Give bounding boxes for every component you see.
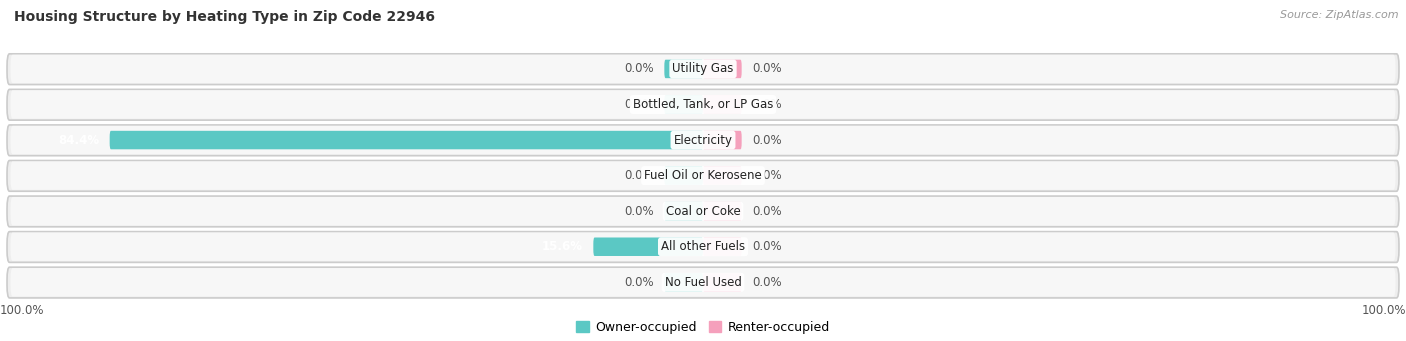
FancyBboxPatch shape (593, 237, 703, 256)
FancyBboxPatch shape (665, 166, 703, 185)
Text: 0.0%: 0.0% (624, 169, 654, 182)
Text: 0.0%: 0.0% (624, 276, 654, 289)
FancyBboxPatch shape (7, 89, 1399, 120)
Text: Source: ZipAtlas.com: Source: ZipAtlas.com (1281, 10, 1399, 20)
Text: No Fuel Used: No Fuel Used (665, 276, 741, 289)
Text: 0.0%: 0.0% (752, 276, 782, 289)
Text: Utility Gas: Utility Gas (672, 62, 734, 75)
Text: Housing Structure by Heating Type in Zip Code 22946: Housing Structure by Heating Type in Zip… (14, 10, 434, 24)
Text: All other Fuels: All other Fuels (661, 240, 745, 253)
FancyBboxPatch shape (10, 268, 1395, 297)
Text: Fuel Oil or Kerosene: Fuel Oil or Kerosene (644, 169, 762, 182)
FancyBboxPatch shape (703, 60, 742, 78)
FancyBboxPatch shape (10, 161, 1395, 190)
FancyBboxPatch shape (10, 197, 1395, 225)
FancyBboxPatch shape (10, 90, 1395, 119)
FancyBboxPatch shape (10, 233, 1395, 261)
Text: 0.0%: 0.0% (752, 169, 782, 182)
Text: Bottled, Tank, or LP Gas: Bottled, Tank, or LP Gas (633, 98, 773, 111)
FancyBboxPatch shape (7, 196, 1399, 227)
FancyBboxPatch shape (665, 273, 703, 292)
Text: 100.0%: 100.0% (1361, 303, 1406, 317)
Text: 0.0%: 0.0% (624, 205, 654, 218)
Text: Electricity: Electricity (673, 134, 733, 147)
FancyBboxPatch shape (703, 166, 742, 185)
FancyBboxPatch shape (10, 55, 1395, 83)
Text: 0.0%: 0.0% (752, 98, 782, 111)
FancyBboxPatch shape (7, 161, 1399, 191)
FancyBboxPatch shape (10, 126, 1395, 154)
FancyBboxPatch shape (7, 267, 1399, 298)
Text: 0.0%: 0.0% (624, 98, 654, 111)
Text: 15.6%: 15.6% (541, 240, 583, 253)
FancyBboxPatch shape (7, 54, 1399, 85)
FancyBboxPatch shape (703, 237, 742, 256)
FancyBboxPatch shape (665, 95, 703, 114)
FancyBboxPatch shape (110, 131, 703, 149)
Text: 0.0%: 0.0% (752, 240, 782, 253)
FancyBboxPatch shape (665, 60, 703, 78)
FancyBboxPatch shape (703, 273, 742, 292)
FancyBboxPatch shape (7, 232, 1399, 262)
Text: 0.0%: 0.0% (752, 62, 782, 75)
Text: 84.4%: 84.4% (58, 134, 98, 147)
Text: 0.0%: 0.0% (752, 205, 782, 218)
Text: 100.0%: 100.0% (0, 303, 45, 317)
Text: Coal or Coke: Coal or Coke (665, 205, 741, 218)
Legend: Owner-occupied, Renter-occupied: Owner-occupied, Renter-occupied (571, 316, 835, 339)
FancyBboxPatch shape (703, 202, 742, 220)
Text: 0.0%: 0.0% (624, 62, 654, 75)
FancyBboxPatch shape (7, 125, 1399, 156)
FancyBboxPatch shape (703, 95, 742, 114)
Text: 0.0%: 0.0% (752, 134, 782, 147)
FancyBboxPatch shape (703, 131, 742, 149)
FancyBboxPatch shape (665, 202, 703, 220)
